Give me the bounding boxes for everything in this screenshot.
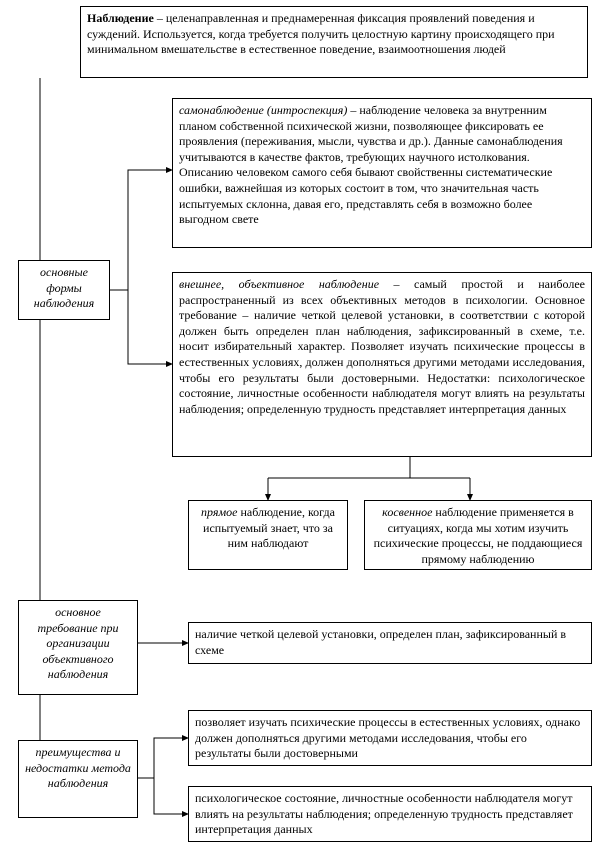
external-observation-box: внешнее, объективное наблюдение – самый … [172, 272, 592, 457]
advantage-box: позволяет изучать психические процессы в… [188, 710, 592, 766]
direct-observation-box: прямое наблюдение, когда испытуемый знае… [188, 500, 348, 570]
forms-label-box: основные формы наблюдения [18, 260, 110, 320]
introspection-box: самонаблюдение (интроспекция) – наблюден… [172, 98, 592, 248]
requirement-box: наличие четкой целевой установки, опреде… [188, 622, 592, 664]
diagram-canvas: Наблюдение – целенаправленная и преднаме… [0, 0, 614, 853]
requirement-label-box: основное требование при организации объе… [18, 600, 138, 695]
disadvantage-box: психологическое состояние, личностные ос… [188, 786, 592, 842]
adv-dis-label-box: преимущества и недостатки метода наблюде… [18, 740, 138, 818]
header-box: Наблюдение – целенаправленная и преднаме… [80, 6, 588, 78]
indirect-observation-box: косвенное наблюдение применяется в ситуа… [364, 500, 592, 570]
